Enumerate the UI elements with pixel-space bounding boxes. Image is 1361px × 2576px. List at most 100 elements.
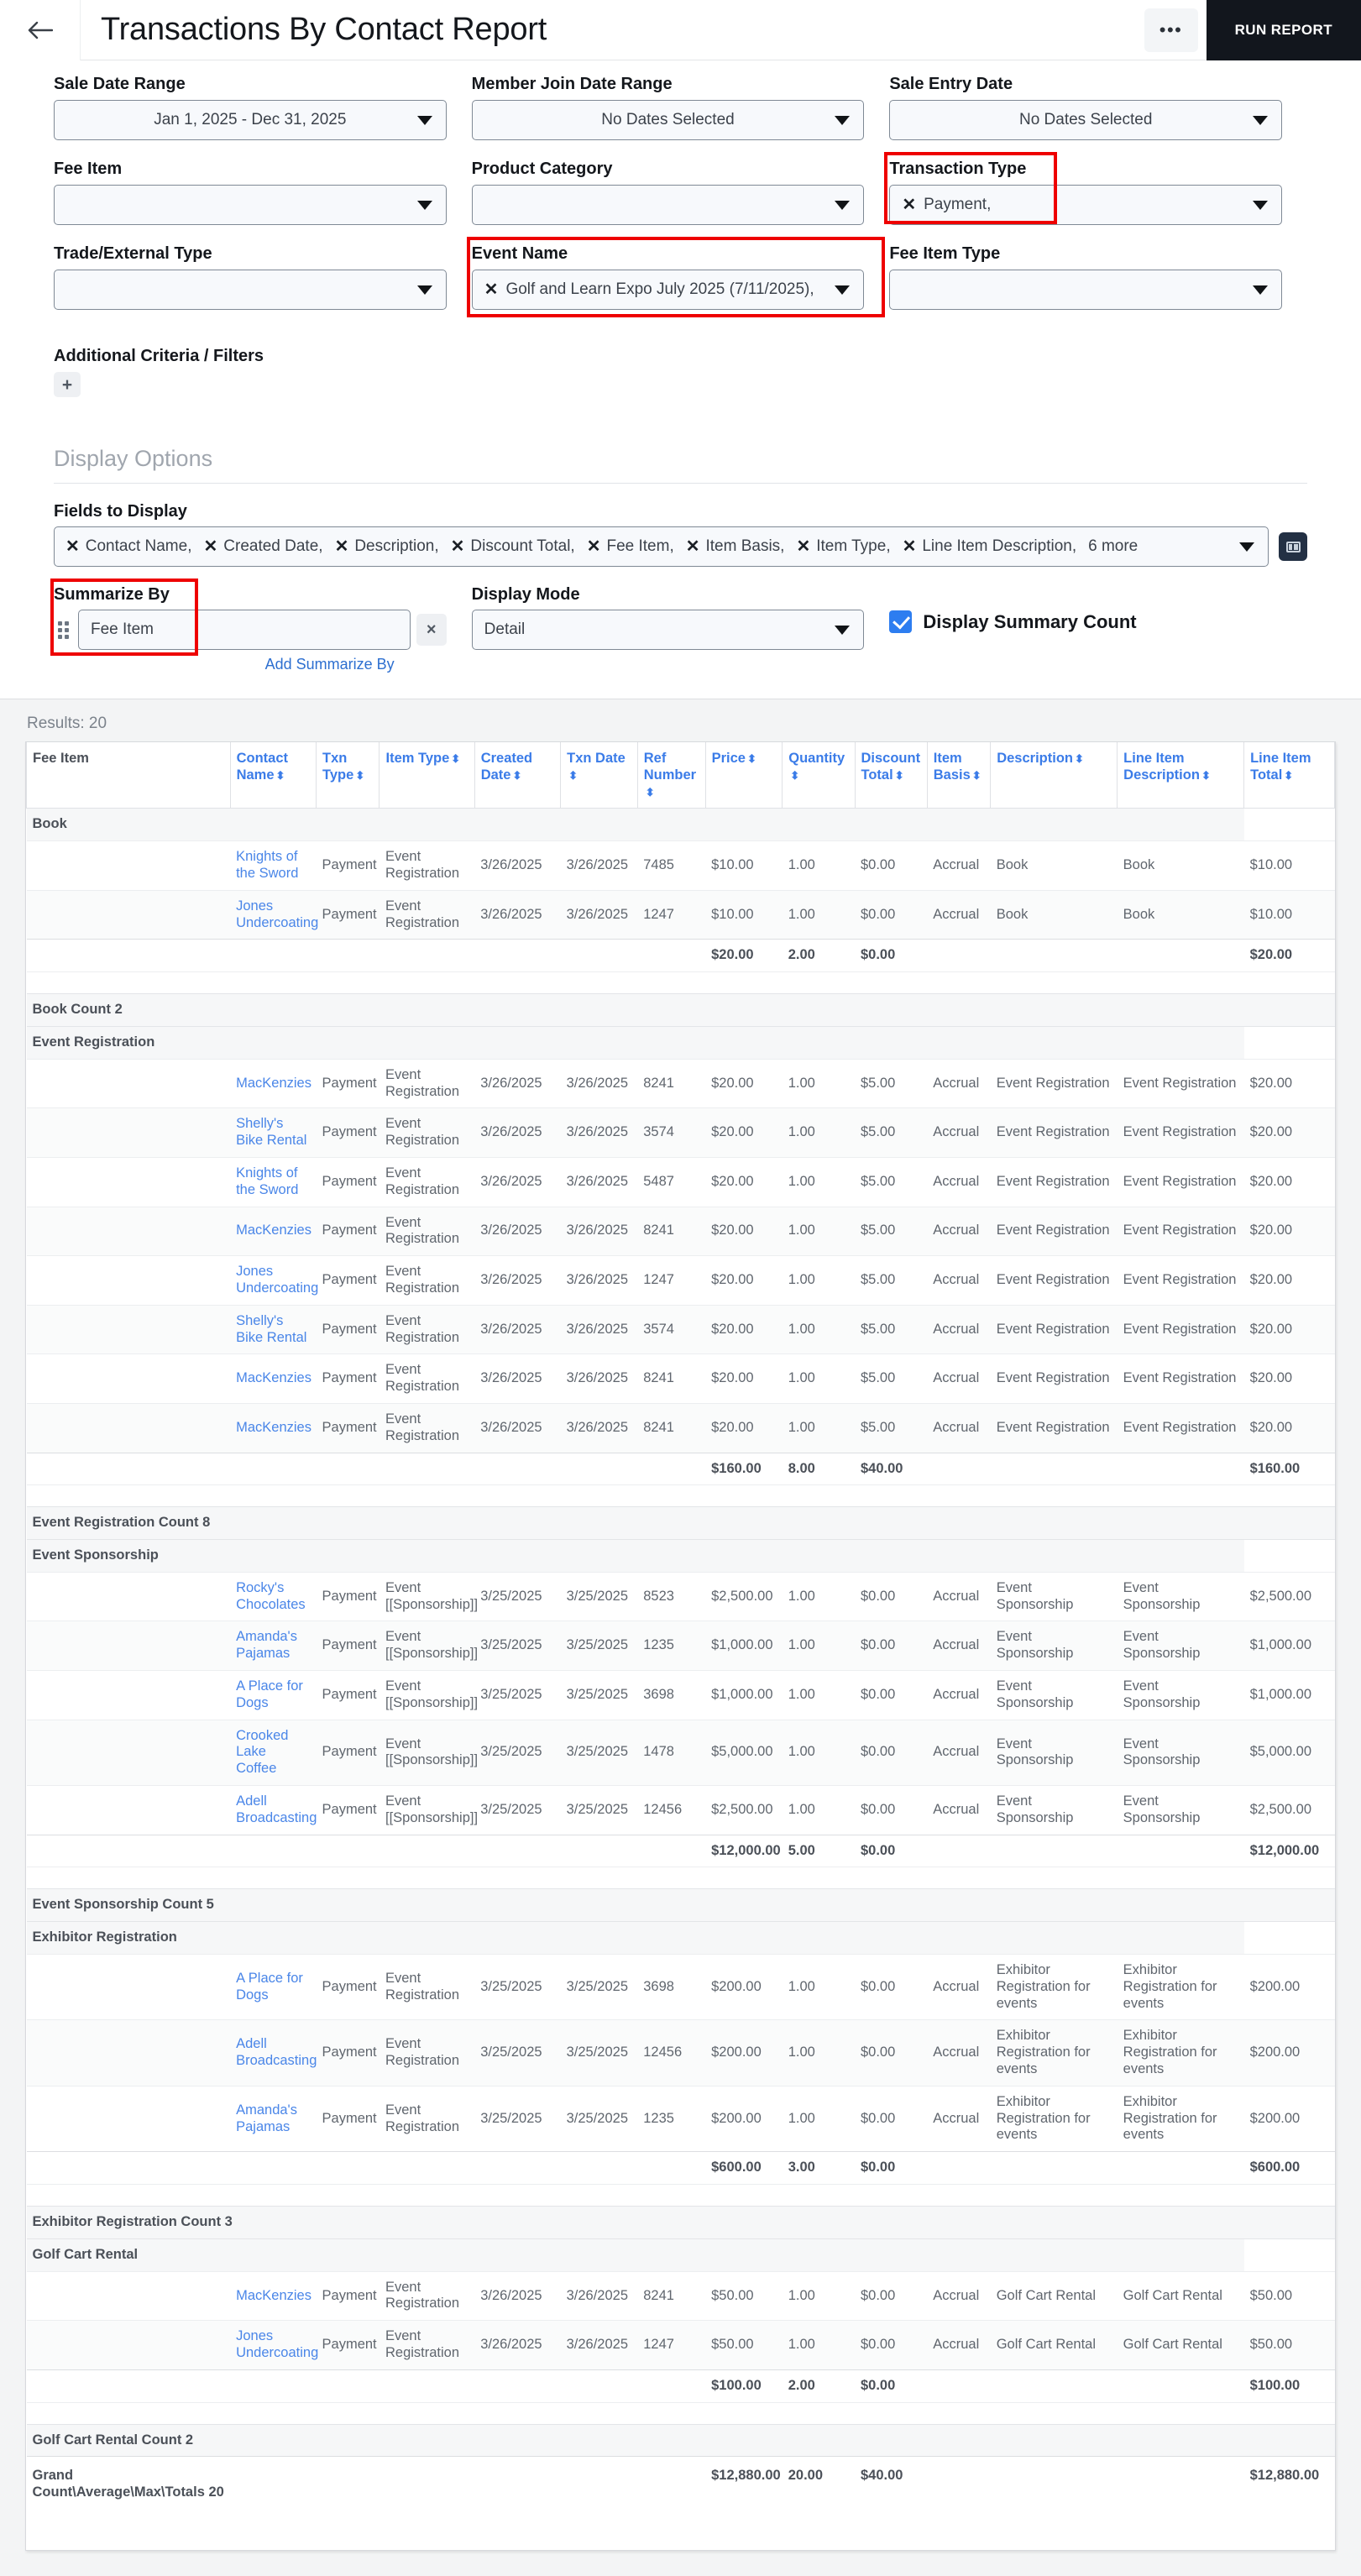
contact-link[interactable]: A Place for Dogs — [236, 1678, 303, 1710]
contact-link[interactable]: A Place for Dogs — [236, 1970, 303, 2003]
sale-date-range-select[interactable]: Jan 1, 2025 - Dec 31, 2025 — [54, 100, 447, 140]
add-criteria-button[interactable]: + — [54, 372, 81, 397]
remove-chip-icon[interactable]: ✕ — [203, 537, 218, 556]
column-header-contact-name[interactable]: Contact Name ⬍ — [229, 742, 317, 809]
column-header-ref-number[interactable]: Ref Number ⬍ — [636, 742, 706, 809]
field-chip[interactable]: ✕ Item Type, — [796, 537, 890, 556]
remove-chip-icon[interactable]: ✕ — [334, 537, 349, 556]
contact-link[interactable]: Adell Broadcasting — [236, 2036, 317, 2069]
contact-link[interactable]: Adell Broadcasting — [236, 1793, 317, 1825]
sort-icon[interactable]: ⬍ — [894, 769, 904, 783]
drag-handle-icon[interactable] — [54, 617, 72, 642]
run-report-button[interactable]: RUN REPORT — [1206, 0, 1361, 60]
member-join-date-range-select[interactable]: No Dates Selected — [471, 100, 865, 140]
column-header-item-basis[interactable]: Item Basis ⬍ — [926, 742, 992, 809]
results-section: Results: 20 Fee Item Contact Name ⬍ Txn Ty… — [0, 699, 1361, 2576]
sort-icon[interactable]: ⬍ — [790, 769, 800, 783]
remove-chip-icon[interactable]: ✕ — [902, 537, 917, 556]
field-chip[interactable]: ✕ Discount Total, — [451, 537, 575, 556]
contact-link[interactable]: Amanda's Pajamas — [236, 1629, 297, 1662]
divider — [54, 483, 1307, 484]
trade-external-type-select[interactable] — [54, 270, 447, 310]
remove-chip-icon[interactable]: ✕ — [65, 537, 80, 556]
sort-icon[interactable]: ⬍ — [355, 769, 365, 783]
event-name-select[interactable]: ✕ Golf and Learn Expo July 2025 (7/11/20… — [471, 270, 865, 310]
remove-chip-icon[interactable]: ✕ — [586, 537, 601, 556]
field-chip[interactable]: ✕ Contact Name, — [65, 537, 192, 556]
summarize-by-remove-button[interactable]: × — [416, 614, 447, 646]
remove-chip-icon[interactable]: ✕ — [484, 280, 499, 299]
sort-icon[interactable]: ⬍ — [451, 752, 461, 765]
cell-description — [990, 1452, 1118, 1485]
contact-link[interactable]: Crooked Lake Coffee — [236, 1727, 289, 1777]
field-chip[interactable]: ✕ Created Date, — [204, 537, 323, 556]
field-chip[interactable]: ✕ Item Basis, — [686, 537, 785, 556]
remove-chip-icon[interactable]: ✕ — [902, 196, 917, 214]
column-header-price[interactable]: Price ⬍ — [704, 742, 783, 809]
contact-link[interactable]: Jones Undercoating — [236, 898, 319, 930]
contact-link[interactable]: Knights of the Sword — [236, 849, 299, 881]
display-summary-count-checkbox[interactable] — [889, 610, 913, 633]
sort-icon[interactable]: ⬍ — [1201, 769, 1211, 783]
sale-entry-date-select[interactable]: No Dates Selected — [889, 100, 1283, 140]
column-header-discount-total[interactable]: Discount Total ⬍ — [854, 742, 928, 809]
contact-link[interactable]: Shelly's Bike Rental — [236, 1116, 307, 1149]
field-chip[interactable]: ✕ Line Item Description, — [903, 537, 1077, 556]
contact-link[interactable]: Jones Undercoating — [236, 2328, 319, 2360]
column-header-txn-type[interactable]: Txn Type ⬍ — [316, 742, 380, 809]
column-header-created-date[interactable]: Created Date ⬍ — [474, 742, 562, 809]
cell-item-type: Event Registration — [379, 2019, 475, 2086]
summarize-by-input[interactable]: Fee Item — [78, 610, 411, 650]
contact-link[interactable]: Jones Undercoating — [236, 1264, 319, 1296]
column-header-item-type[interactable]: Item Type ⬍ — [379, 742, 475, 809]
sort-icon[interactable]: ⬍ — [1284, 769, 1294, 783]
sort-icon[interactable]: ⬍ — [645, 786, 655, 799]
contact-link[interactable]: MacKenzies — [236, 1223, 311, 1238]
sort-icon[interactable]: ⬍ — [1075, 752, 1084, 765]
fee-item-type-select[interactable] — [889, 270, 1283, 310]
contact-link[interactable]: MacKenzies — [236, 1370, 311, 1386]
contact-link[interactable]: Shelly's Bike Rental — [236, 1312, 307, 1345]
cell-ref-number: 1235 — [637, 2085, 706, 2152]
column-header-line-item-total[interactable]: Line Item Total ⬍ — [1243, 742, 1335, 809]
sort-icon[interactable]: ⬍ — [275, 769, 285, 783]
sort-icon[interactable]: ⬍ — [746, 752, 756, 765]
cell-discount-total: $0.00 — [855, 2019, 928, 2086]
chevron-down-icon — [1253, 116, 1269, 125]
fee-item-select[interactable] — [54, 185, 447, 225]
column-header-label: Txn Type — [322, 751, 354, 783]
report-table-container[interactable]: Fee Item Contact Name ⬍ Txn Type ⬍ Item Typ… — [25, 741, 1336, 2551]
contact-link[interactable]: MacKenzies — [236, 1419, 311, 1435]
contact-link[interactable]: Amanda's Pajamas — [236, 2102, 297, 2134]
cell-contact-name: MacKenzies — [230, 1058, 317, 1108]
back-button[interactable] — [0, 0, 81, 60]
field-chip[interactable]: ✕ Description, — [335, 537, 439, 556]
contact-link[interactable]: MacKenzies — [236, 2287, 311, 2303]
remove-chip-icon[interactable]: ✕ — [450, 537, 465, 556]
columns-panel-icon[interactable] — [1279, 532, 1307, 561]
cell-fee-item — [26, 1785, 231, 1835]
display-mode-select[interactable]: Detail — [471, 610, 865, 650]
add-summarize-by-link[interactable]: Add Summarize By — [264, 656, 395, 673]
remove-chip-icon[interactable]: ✕ — [685, 537, 700, 556]
contact-link[interactable]: MacKenzies — [236, 1075, 311, 1091]
transaction-type-select[interactable]: ✕ Payment, — [889, 185, 1283, 225]
column-header-line-item-description[interactable]: Line Item Description ⬍ — [1117, 742, 1245, 809]
cell-item-type: Event Registration — [379, 2320, 475, 2370]
cell-txn-type: Payment — [316, 1255, 380, 1306]
cell-ref-number: 12456 — [637, 1785, 706, 1835]
sort-icon[interactable]: ⬍ — [512, 769, 522, 783]
field-chip[interactable]: ✕ Fee Item, — [587, 537, 674, 556]
sort-icon[interactable]: ⬍ — [568, 769, 578, 783]
fields-to-display-select[interactable]: ✕ Contact Name, ✕ Created Date, ✕ Descripti… — [54, 526, 1269, 567]
remove-chip-icon[interactable]: ✕ — [796, 537, 811, 556]
column-header-description[interactable]: Description ⬍ — [990, 742, 1118, 809]
summarize-by-group: Summarize By Fee Item × Add Summarize By — [50, 579, 472, 673]
sort-icon[interactable]: ⬍ — [971, 769, 981, 783]
contact-link[interactable]: Knights of the Sword — [236, 1165, 299, 1197]
more-options-button[interactable]: ••• — [1144, 8, 1198, 52]
column-header-quantity[interactable]: Quantity ⬍ — [782, 742, 856, 809]
column-header-txn-date[interactable]: Txn Date ⬍ — [560, 742, 638, 809]
contact-link[interactable]: Rocky's Chocolates — [236, 1579, 306, 1612]
product-category-select[interactable] — [471, 185, 865, 225]
